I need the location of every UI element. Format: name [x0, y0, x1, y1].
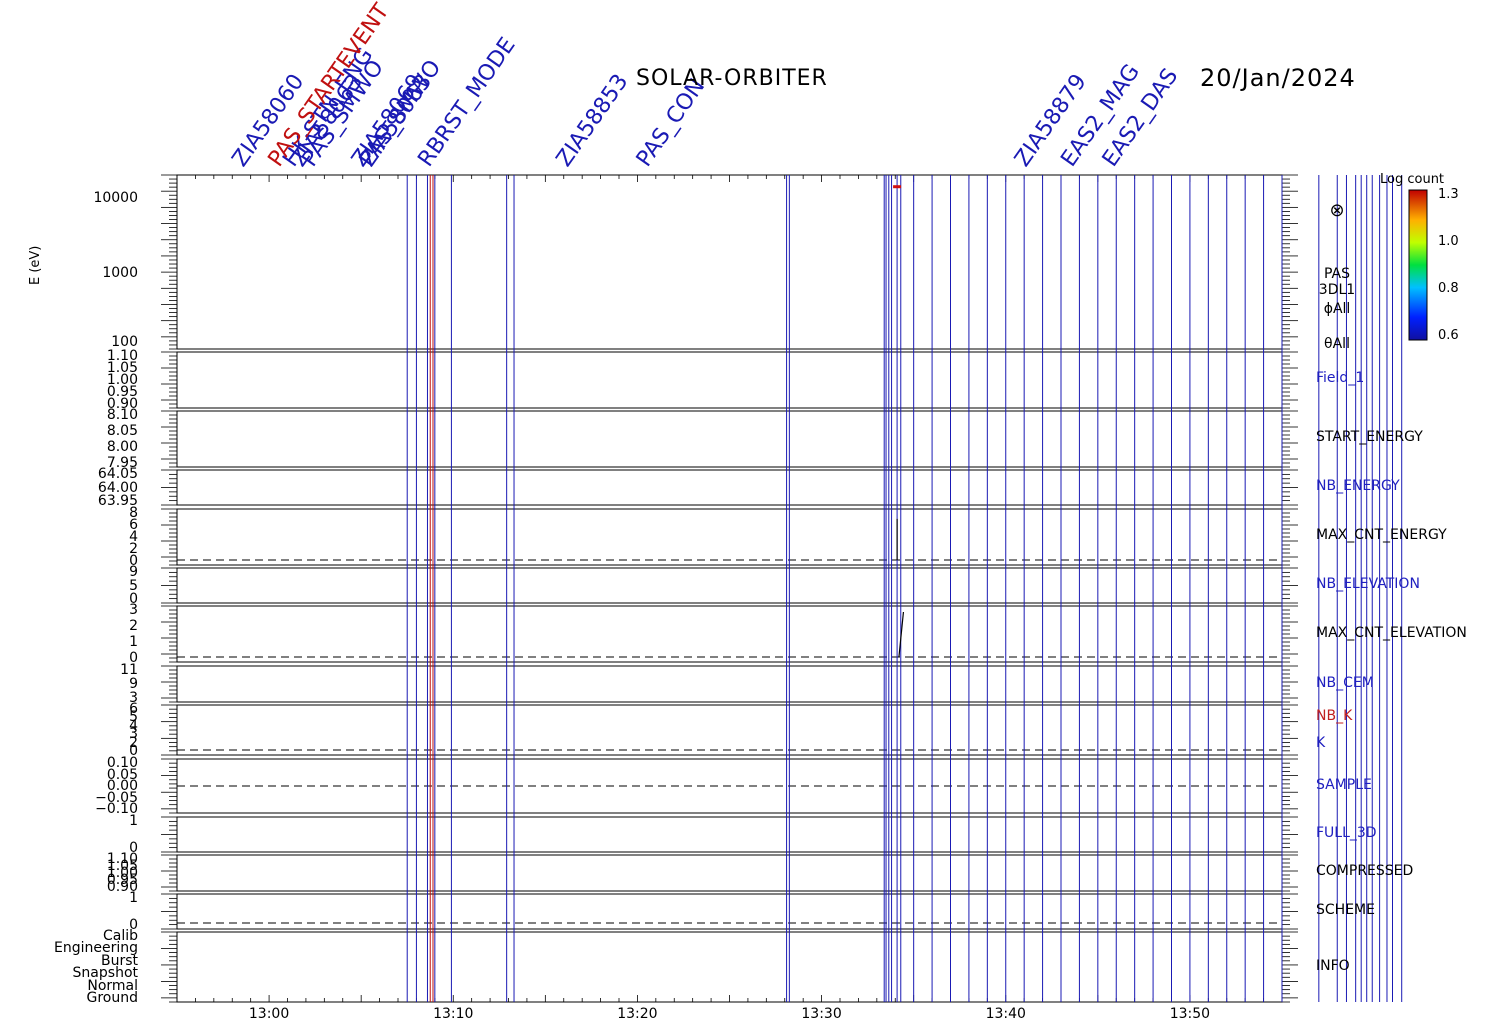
plot-date: 20/Jan/2024 — [1200, 64, 1356, 92]
panel-tick-label: 5 — [129, 709, 138, 726]
panel-tick-label: 9 — [129, 676, 138, 692]
panel-tick-label: 2 — [129, 541, 138, 557]
panel-tick-label: 8.05 — [106, 423, 138, 439]
colorbar-gradient — [1408, 189, 1428, 341]
panel-tick-label: 8.00 — [106, 439, 138, 455]
axis-ticks — [161, 174, 1298, 1003]
panel-label: NB_K — [1316, 708, 1353, 724]
time-tick-label: 13:10 — [433, 1006, 474, 1022]
time-tick-label: 13:00 — [248, 1006, 290, 1022]
panel-tick-label: 3 — [129, 690, 138, 706]
panel-label: NB_ELEVATION — [1316, 576, 1420, 592]
colorbar-tick-3: 0.8 — [1438, 281, 1459, 296]
panel-tick-label: 6 — [129, 701, 138, 717]
spectrogram-product-pas: PAS — [1323, 266, 1350, 282]
panel-tick-label: 0.90 — [106, 879, 138, 895]
panel-tick-label: 1.05 — [106, 858, 138, 874]
panel-label: SAMPLE — [1316, 777, 1372, 793]
panel-tick-label: 8.10 — [106, 407, 138, 423]
time-tick-label: 13:50 — [1169, 1006, 1211, 1022]
panel-tick-label: 8 — [129, 505, 138, 521]
panel-tick-label: 64.00 — [97, 479, 138, 496]
panel-tick-label: 4 — [129, 529, 138, 545]
panel-tick-label: 3 — [129, 602, 138, 618]
panel-tick-label: 0 — [129, 743, 138, 759]
panel-tick-label: 5 — [129, 577, 138, 594]
panel-tick-label: 2 — [129, 734, 138, 751]
panel-tick-label: 0 — [129, 840, 138, 856]
energy-tick-label: 100 — [111, 334, 138, 350]
spectrogram-pixel-0 — [893, 185, 902, 189]
panel-tick-label: 1.00 — [106, 372, 138, 388]
panel-label: MAX_CNT_ENERGY — [1316, 527, 1447, 543]
panel-tick-label: 0.95 — [106, 872, 138, 888]
panel-label: COMPRESSED — [1316, 863, 1414, 879]
panel-tick-label: 6 — [129, 517, 138, 533]
panel-tick-label: 1.00 — [106, 865, 138, 881]
panel-label: Field_1 — [1316, 370, 1365, 386]
event-markers — [406, 175, 1403, 1002]
panel-label: MAX_CNT_ELEVATION — [1316, 625, 1467, 641]
panel-label: SCHEME — [1316, 902, 1375, 918]
panel-tick-label: 7.95 — [106, 455, 138, 471]
panel-tick-label: Calib — [102, 928, 138, 944]
panel-tick-label: 11 — [120, 662, 138, 678]
spectrogram-product-phi: ϕAll — [1323, 301, 1351, 317]
panel-tick-label: 3 — [129, 726, 138, 743]
panel-tick-label: 1.10 — [106, 348, 138, 364]
panel-tick-label: Engineering — [54, 940, 138, 957]
crossed-circle-icon: ⊗ — [1329, 200, 1345, 221]
spectrogram-product-level: 3DL1 — [1318, 282, 1356, 298]
panel-label: START_ENERGY — [1316, 429, 1423, 445]
colorbar-tick-1: 1.3 — [1438, 187, 1459, 202]
panel-tick-label: 0 — [129, 553, 138, 569]
panel-tick-label: 0 — [129, 917, 138, 933]
panel-tick-label: 9 — [129, 564, 138, 580]
energy-axis-label: E (eV) — [28, 245, 43, 285]
colorbar-title: Log count — [1380, 172, 1445, 187]
time-tick-label: 13:40 — [985, 1006, 1026, 1022]
panel-tick-label: Ground — [86, 990, 139, 1006]
panel-tick-label: 63.95 — [97, 493, 138, 509]
panel-tick-label: 1 — [129, 813, 138, 829]
panel-tick-label: 1 — [129, 634, 138, 650]
panel-tick-label: 0.90 — [106, 396, 138, 412]
panel-tick-label: 1.05 — [106, 360, 138, 376]
panel-tick-label: Snapshot — [72, 965, 138, 982]
time-tick-label: 13:30 — [801, 1006, 842, 1022]
panel-tick-label: 2 — [129, 618, 138, 634]
mission-title: SOLAR-ORBITER — [636, 66, 828, 91]
panel-label: FULL_3D — [1316, 825, 1377, 841]
panel-tick-label: 0.00 — [106, 778, 138, 794]
panel-tick-label: 1.10 — [106, 851, 138, 867]
marker-label-8: RBRST_MODE — [413, 33, 520, 171]
max-cnt-elevation-trace — [898, 611, 905, 658]
colorbar-tick-2: 1.0 — [1438, 234, 1459, 249]
energy-tick-label: 10000 — [93, 190, 138, 206]
panel-tick-label: 0.05 — [106, 766, 138, 783]
panel-tick-label: Burst — [100, 952, 138, 969]
panel-label: K — [1316, 735, 1326, 751]
panel-label: NB_CEM — [1316, 675, 1374, 691]
panel-tick-label: −0.05 — [95, 789, 138, 806]
time-tick-label: 13:20 — [617, 1006, 658, 1022]
energy-tick-label: 1000 — [102, 265, 138, 281]
panel-tick-label: 1 — [129, 890, 138, 906]
panel-label: NB_ENERGY — [1316, 478, 1400, 494]
colorbar-tick-4: 0.6 — [1438, 328, 1459, 343]
panel-tick-label: 0 — [129, 650, 138, 666]
spectrogram-product-theta: θAll — [1324, 336, 1350, 352]
panel-tick-label: 64.05 — [97, 466, 138, 482]
panel-tick-label: 0.95 — [106, 384, 138, 400]
panel-label: INFO — [1316, 958, 1350, 974]
marker-label-9: ZIA58853 — [552, 70, 634, 172]
panel-tick-label: 0.10 — [106, 755, 138, 771]
colorbar — [1408, 189, 1428, 341]
panel-tick-label: Normal — [87, 977, 138, 994]
panel-tick-label: 0 — [129, 591, 138, 607]
panel-tick-label: −0.10 — [95, 801, 138, 817]
data-traces — [893, 185, 905, 658]
panel-tick-label: 4 — [129, 717, 138, 734]
